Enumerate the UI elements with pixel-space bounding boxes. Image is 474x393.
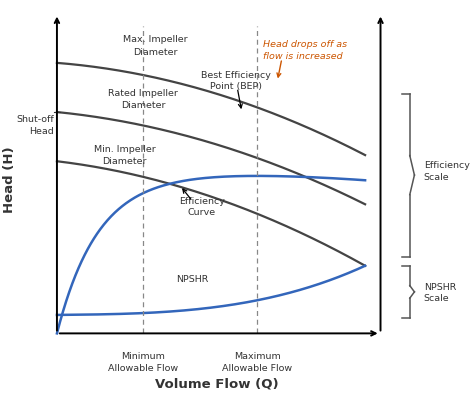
- Text: Efficiency: Efficiency: [424, 162, 470, 170]
- Text: Allowable Flow: Allowable Flow: [222, 364, 292, 373]
- Text: NPSHR: NPSHR: [424, 283, 456, 292]
- Text: NPSHR: NPSHR: [176, 275, 209, 284]
- Text: Diameter: Diameter: [133, 48, 178, 57]
- Text: Maximum: Maximum: [234, 352, 281, 361]
- Text: Min. Impeller: Min. Impeller: [94, 145, 155, 154]
- Text: Allowable Flow: Allowable Flow: [108, 364, 178, 373]
- Text: Diameter: Diameter: [121, 101, 165, 110]
- Text: Diameter: Diameter: [102, 157, 147, 166]
- Text: Minimum: Minimum: [121, 352, 165, 361]
- Text: Efficiency: Efficiency: [179, 197, 225, 206]
- Text: Best Efficiency: Best Efficiency: [201, 71, 271, 80]
- Text: Head (H): Head (H): [3, 146, 16, 213]
- Text: Head: Head: [29, 127, 54, 136]
- Text: flow is increased: flow is increased: [264, 51, 343, 61]
- Text: Max. Impeller: Max. Impeller: [123, 35, 188, 44]
- Text: Shut-off: Shut-off: [16, 115, 54, 124]
- Text: Volume Flow (Q): Volume Flow (Q): [155, 378, 279, 391]
- Text: Curve: Curve: [188, 208, 216, 217]
- Text: Point (BEP): Point (BEP): [210, 83, 262, 91]
- Text: Scale: Scale: [424, 173, 449, 182]
- Text: Rated Impeller: Rated Impeller: [108, 89, 178, 98]
- Text: Scale: Scale: [424, 294, 449, 303]
- Text: Head drops off as: Head drops off as: [264, 40, 347, 49]
